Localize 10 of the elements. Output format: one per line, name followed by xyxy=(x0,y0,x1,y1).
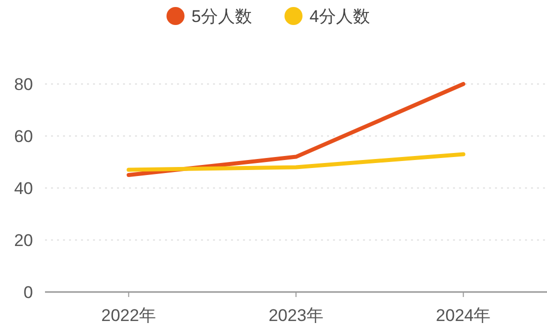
x-tick-label: 2023年 xyxy=(268,306,324,325)
y-tick-label: 0 xyxy=(24,283,33,302)
y-tick-label: 20 xyxy=(14,231,33,250)
y-tick-label: 60 xyxy=(14,127,33,146)
y-tick-label: 40 xyxy=(14,179,33,198)
x-tick-label: 2022年 xyxy=(101,306,156,325)
x-tick-label: 2024年 xyxy=(436,306,491,325)
legend-label: 4分人数 xyxy=(310,7,370,26)
y-tick-label: 80 xyxy=(14,75,33,94)
legend-label: 5分人数 xyxy=(192,7,252,26)
